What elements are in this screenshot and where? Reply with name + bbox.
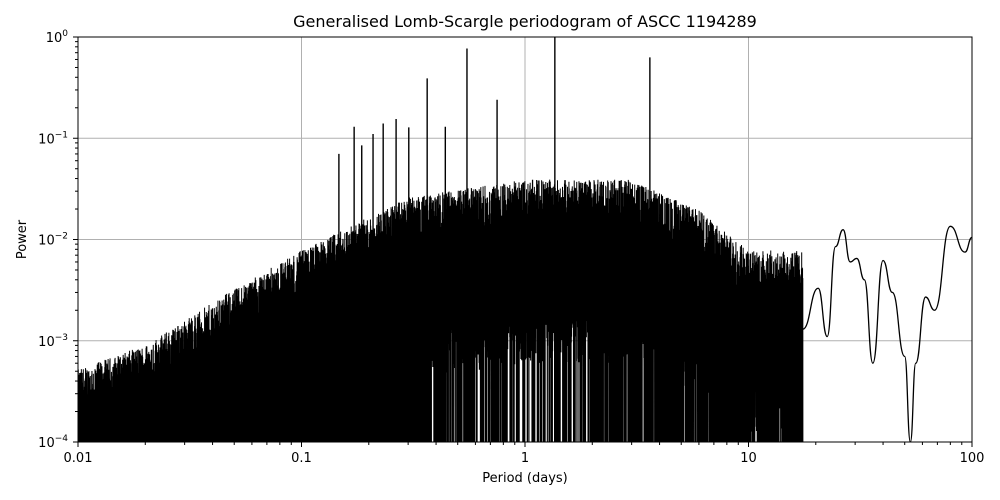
dense-fill [78,233,424,442]
x-tick-label: 0.01 [64,451,93,466]
y-axis-label: Power [15,219,30,259]
chart-title: Generalised Lomb-Scargle periodogram of … [293,12,757,31]
power-series [78,37,972,442]
y-tick-label: 10−3 [38,333,68,350]
x-tick-label: 10 [740,451,757,466]
x-axis-label: Period (days) [482,471,568,486]
long-period-trace [802,225,972,442]
noise-trace [78,179,804,442]
x-tick-label: 0.1 [291,451,312,466]
x-tick-label: 100 [960,451,985,466]
y-tick-label: 10−4 [38,434,68,451]
y-tick-label: 100 [46,29,69,46]
x-axis: 0.01 0.1 1 10 100 [64,442,985,466]
x-tick-label: 1 [521,451,529,466]
y-tick-label: 10−1 [38,130,68,147]
y-tick-label: 10−2 [38,232,68,249]
y-axis: 10−4 10−3 10−2 10−1 100 [38,29,78,451]
